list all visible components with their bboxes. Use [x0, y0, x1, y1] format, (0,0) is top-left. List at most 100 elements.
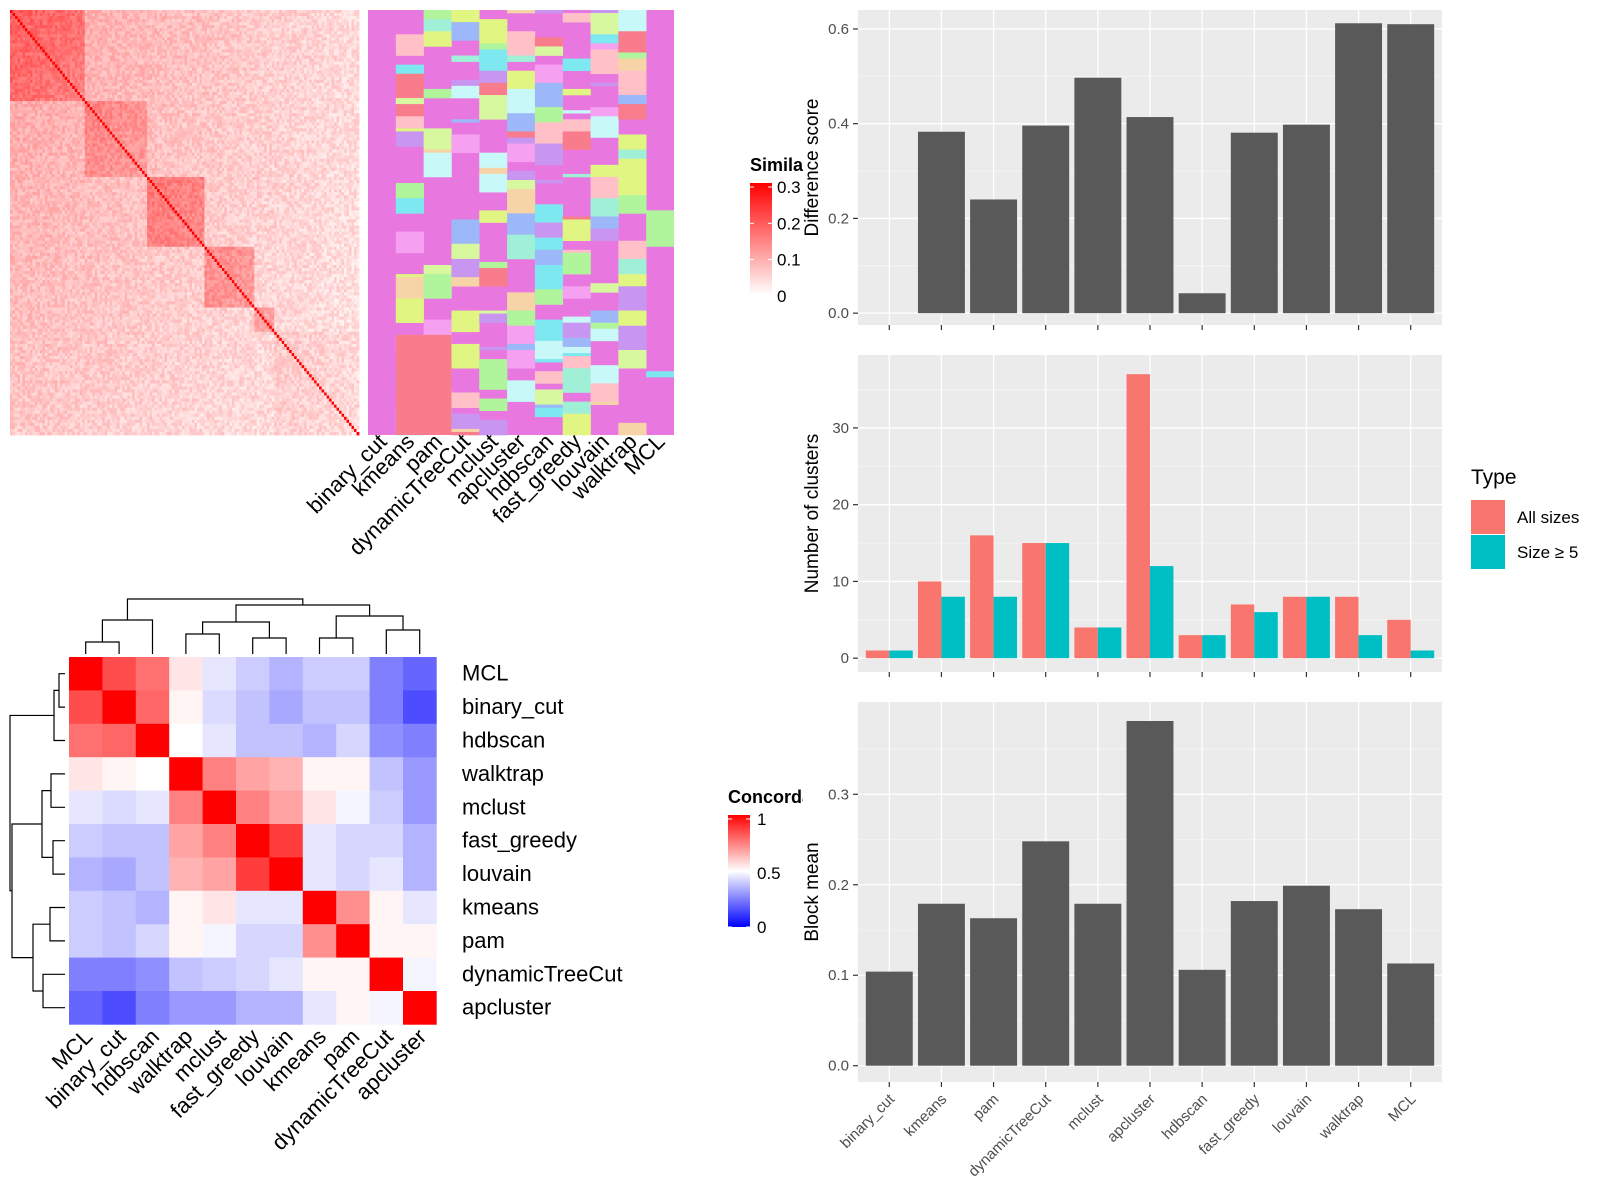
similarity-cell	[147, 49, 150, 53]
similarity-cell	[182, 104, 185, 108]
similarity-cell	[219, 19, 223, 23]
similarity-cell	[112, 52, 116, 56]
similarity-cell	[274, 91, 278, 96]
similarity-cell	[62, 46, 66, 50]
similarity-cell	[52, 113, 56, 117]
similarity-cell	[104, 95, 108, 99]
similarity-cell	[254, 16, 258, 20]
similarity-cell	[47, 43, 51, 47]
similarity-cell	[276, 76, 280, 81]
similarity-cell	[167, 31, 170, 35]
similarity-cell	[246, 52, 250, 56]
similarity-cell	[154, 95, 158, 99]
similarity-cell	[266, 67, 270, 72]
similarity-cell	[44, 19, 48, 23]
similarity-cell	[294, 46, 298, 50]
similarity-cell	[321, 46, 325, 50]
similarity-cell	[137, 98, 141, 102]
similarity-cell	[356, 58, 360, 63]
similarity-cell	[87, 16, 91, 20]
similarity-cell	[329, 19, 332, 23]
similarity-cell	[339, 22, 342, 26]
similarity-cell	[271, 49, 275, 53]
similarity-cell	[134, 116, 138, 120]
similarity-cell	[211, 70, 215, 75]
similarity-cell	[164, 10, 168, 14]
similarity-cell	[346, 88, 350, 93]
similarity-cell	[54, 13, 58, 17]
similarity-cell	[264, 46, 268, 50]
similarity-cell	[286, 88, 290, 93]
similarity-cell	[137, 25, 141, 29]
similarity-cell	[94, 88, 98, 93]
similarity-cell	[124, 52, 128, 56]
similarity-cell	[102, 49, 106, 53]
similarity-cell	[137, 10, 141, 14]
similarity-cell	[281, 10, 285, 14]
similarity-cell	[349, 110, 352, 114]
similarity-cell	[229, 28, 233, 32]
similarity-cell	[316, 46, 320, 50]
similarity-cell	[346, 73, 350, 78]
similarity-cell	[104, 58, 108, 63]
similarity-cell	[311, 64, 315, 69]
similarity-cell	[249, 101, 253, 105]
similarity-cell	[249, 61, 253, 66]
similarity-cell	[69, 16, 73, 20]
similarity-cell	[329, 37, 332, 41]
similarity-cell	[216, 43, 220, 47]
similarity-cell	[249, 25, 253, 29]
similarity-cell	[316, 31, 320, 35]
similarity-cell	[229, 22, 233, 26]
similarity-cell	[241, 82, 245, 87]
similarity-cell	[201, 13, 205, 17]
similarity-cell	[19, 79, 23, 84]
similarity-cell	[87, 28, 91, 32]
similarity-cell	[14, 107, 18, 111]
similarity-cell	[336, 85, 340, 90]
similarity-cell	[34, 70, 38, 75]
similarity-cell	[194, 79, 198, 84]
similarity-cell	[54, 73, 58, 78]
similarity-cell	[42, 85, 46, 90]
similarity-cell	[37, 28, 41, 32]
similarity-cell	[304, 16, 308, 20]
similarity-cell	[82, 95, 86, 99]
similarity-cell	[57, 73, 61, 78]
similarity-cell	[137, 43, 141, 47]
similarity-cell	[74, 79, 78, 84]
similarity-cell	[147, 13, 150, 17]
similarity-cell	[341, 107, 345, 111]
similarity-cell	[206, 61, 210, 66]
similarity-cell	[286, 46, 290, 50]
similarity-cell	[271, 31, 275, 35]
similarity-cell	[174, 28, 178, 32]
similarity-cell	[34, 88, 38, 93]
similarity-cell	[334, 64, 337, 69]
similarity-cell	[346, 95, 350, 99]
similarity-cell	[119, 64, 123, 69]
similarity-cell	[12, 31, 16, 35]
similarity-cell	[284, 91, 288, 96]
similarity-cell	[17, 43, 21, 47]
similarity-cell	[296, 40, 300, 44]
similarity-cell	[17, 13, 21, 17]
similarity-cell	[132, 91, 136, 96]
similarity-cell	[84, 61, 88, 66]
similarity-cell	[119, 70, 123, 75]
similarity-cell	[199, 28, 203, 32]
similarity-cell	[221, 13, 225, 17]
similarity-cell	[77, 37, 81, 41]
similarity-cell	[196, 49, 200, 53]
similarity-cell	[12, 46, 16, 50]
similarity-cell	[152, 113, 155, 117]
similarity-cell	[194, 113, 198, 117]
similarity-cell	[147, 107, 150, 111]
similarity-cell	[291, 22, 295, 26]
similarity-cell	[269, 110, 273, 114]
similarity-cell	[22, 85, 26, 90]
similarity-cell	[134, 25, 138, 29]
similarity-cell	[246, 58, 250, 63]
similarity-cell	[184, 13, 188, 17]
similarity-cell	[32, 91, 36, 96]
